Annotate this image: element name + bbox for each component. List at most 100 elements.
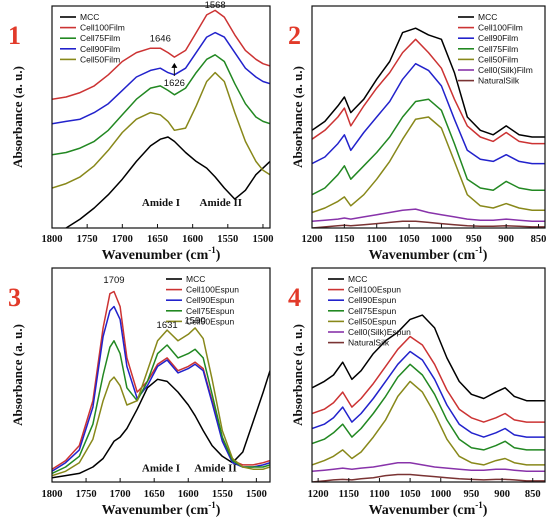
legend-entry: Cell0(Silk)Espun <box>348 327 411 337</box>
legend-entry: Cell90Espun <box>348 295 396 305</box>
series-line-cell90espun <box>52 305 270 472</box>
chart-panel-2: 1200 1150 1100 1050 1000 950 900 850 Wavenumber … <box>288 5 547 263</box>
legend-entry: Cell100Espun <box>186 285 239 295</box>
annotation-arrow-head <box>171 62 178 68</box>
annotation-label: 1568 <box>205 0 226 11</box>
legend-entry: Cell50Film <box>478 54 518 64</box>
series-line-cell75film <box>312 98 545 196</box>
x-tick-label: 1150 <box>339 489 359 500</box>
series-line-cell75espun <box>312 363 545 451</box>
x-tick-label: 1750 <box>76 489 97 500</box>
series-line-cell50espun <box>312 380 545 466</box>
chart-panel-3: 1800 1750 1700 1650 1600 1550 1500 Wavenumber (… <box>8 267 271 518</box>
legend-entry: Cell90Film <box>80 44 120 54</box>
series-group <box>52 290 270 479</box>
x-tick-label: 1100 <box>367 234 387 245</box>
legend-entry: NaturalSilk <box>478 76 520 86</box>
legend-entry: Cell0(Silk)Film <box>478 65 533 75</box>
annotation-label: 1626 <box>164 78 185 89</box>
panel-number: 2 <box>288 21 301 50</box>
x-tick-label: 1050 <box>400 489 421 500</box>
plot-frame <box>51 267 271 483</box>
x-tick-label: 1650 <box>144 489 165 500</box>
legend-entry: Cell75Espun <box>348 306 396 316</box>
series-line-cell100film <box>312 38 545 145</box>
series-line-cell0-silk-espun <box>312 461 545 473</box>
annotation-label: Amide II <box>200 197 242 209</box>
y-axis-label: Absorbance (a. u.) <box>290 66 305 168</box>
legend: MCCCell100FilmCell90FilmCell75FilmCell50… <box>458 12 533 86</box>
x-axis-label-main: Wavenumber (cm <box>369 248 476 263</box>
x-tick-label: 1200 <box>302 234 323 245</box>
x-tick-label: 900 <box>494 489 510 500</box>
legend-entry: Cell50Film <box>80 54 120 64</box>
x-axis-label-sup: -1 <box>208 245 216 255</box>
legend-entry: Cell75Film <box>80 33 120 43</box>
x-axis-label: Wavenumber (cm-1) <box>369 245 488 263</box>
x-tick-label: 1150 <box>334 234 354 245</box>
series-line-cell75espun <box>52 340 270 475</box>
plot-frame <box>311 267 546 483</box>
series-line-cell0-silk-film <box>312 208 545 223</box>
plot-frame <box>311 5 546 229</box>
series-line-cell100espun <box>312 335 545 423</box>
x-tick-label: 1000 <box>431 234 452 245</box>
annotation-label: Amide I <box>142 462 180 474</box>
x-axis-label-main: Wavenumber (cm <box>102 248 209 263</box>
x-tick-label: 1800 <box>42 234 63 245</box>
series-line-cell90film <box>312 62 545 165</box>
series-group <box>312 27 545 228</box>
x-tick-label: 850 <box>525 489 541 500</box>
x-tick-label: 1650 <box>147 234 168 245</box>
legend-entry: Cell90Film <box>478 33 518 43</box>
legend-entry: Cell75Espun <box>186 306 234 316</box>
annotation-label: 1631 <box>157 320 178 331</box>
series-line-mcc <box>312 314 545 402</box>
series-line-mcc <box>312 27 545 138</box>
x-tick-label: 900 <box>498 234 514 245</box>
x-tick-label: 1100 <box>369 489 389 500</box>
annotation-label: 1709 <box>103 275 124 286</box>
y-axis-label: Absorbance (a. u.) <box>10 324 25 426</box>
series-line-naturalsilk <box>312 473 545 482</box>
annotation-label: 1646 <box>150 34 171 45</box>
x-tick-label: 850 <box>531 234 547 245</box>
legend: MCCCell100EspunCell90EspunCell75EspunCel… <box>328 274 411 348</box>
chart-panel-4: 1200 1150 1100 1050 1000 950 900 850 Wavenumber … <box>288 267 546 518</box>
x-tick-label: 1550 <box>217 234 238 245</box>
x-tick-label: 1550 <box>212 489 233 500</box>
legend-entry: NaturalSilk <box>348 338 390 348</box>
annotation-label: Amide II <box>194 462 236 474</box>
legend-entry: Cell100Film <box>80 23 125 33</box>
legend-entry: Cell100Espun <box>348 285 401 295</box>
x-axis-label-sup: -1 <box>475 500 483 510</box>
x-axis-label: Wavenumber (cm-1) <box>369 500 488 518</box>
series-line-cell75film <box>52 54 270 156</box>
x-axis-label: Wavenumber (cm-1) <box>102 500 221 518</box>
series-line-cell100film <box>52 9 270 100</box>
legend-entry: Cell100Film <box>478 23 523 33</box>
x-tick-label: 1700 <box>110 489 131 500</box>
x-axis-label-end: ) <box>216 503 221 518</box>
x-tick-label: 1800 <box>42 489 63 500</box>
series-line-cell90espun <box>312 350 545 438</box>
legend-entry: MCC <box>80 12 99 22</box>
x-axis-label-main: Wavenumber (cm <box>369 503 476 518</box>
x-tick-label: 950 <box>466 234 482 245</box>
legend-entry: Cell75Film <box>478 44 518 54</box>
x-tick-label: 1000 <box>430 489 451 500</box>
series-line-mcc <box>64 136 270 228</box>
legend-entry: Cell50Espun <box>186 316 234 326</box>
series-line-cell50film <box>52 71 270 189</box>
series-line-cell50film <box>312 116 545 214</box>
legend: MCCCell100EspunCell90EspunCell75EspunCel… <box>166 274 239 326</box>
y-axis-label: Absorbance (a. u.) <box>290 324 305 426</box>
legend-entry: MCC <box>478 12 497 22</box>
series-group <box>52 9 270 228</box>
legend-entry: Cell90Espun <box>186 295 234 305</box>
x-tick-label: 1700 <box>112 234 133 245</box>
x-tick-label: 1750 <box>77 234 98 245</box>
x-tick-label: 1500 <box>246 489 267 500</box>
series-group <box>312 314 545 482</box>
annotation-label: 1590 <box>184 316 205 327</box>
